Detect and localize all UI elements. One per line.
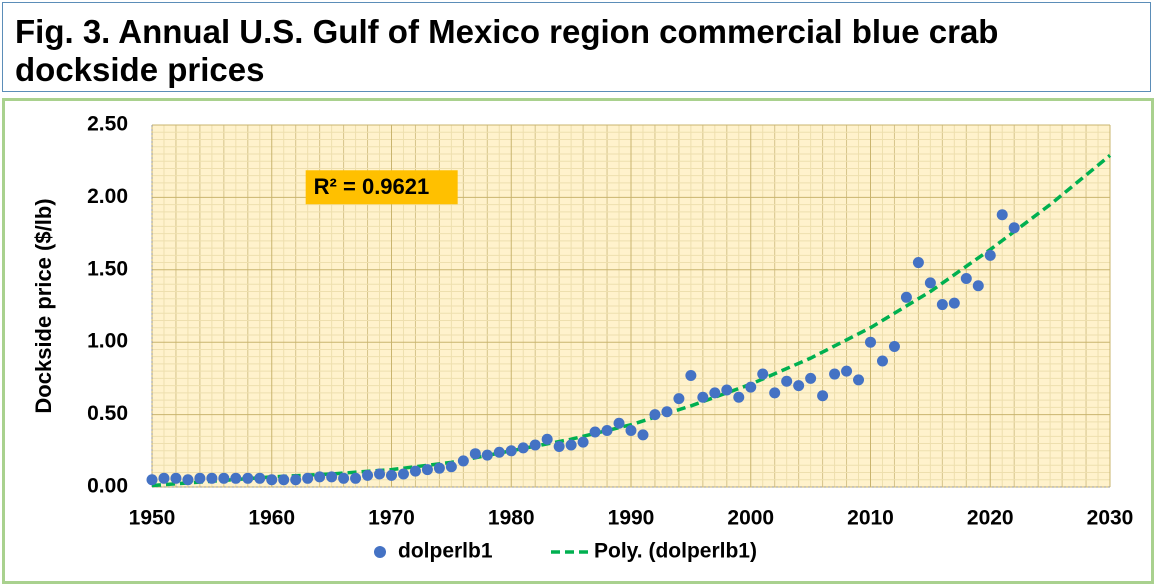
data-point [709, 387, 721, 399]
data-point [841, 365, 853, 377]
x-tick-label: 1970 [368, 507, 415, 530]
data-point [912, 257, 924, 269]
y-tick-label: 2.50 [87, 113, 128, 136]
data-point [529, 439, 541, 451]
data-point [362, 469, 374, 481]
data-point [721, 384, 733, 396]
data-point [948, 297, 960, 309]
data-point [601, 425, 613, 437]
x-tick-label: 2010 [847, 507, 894, 530]
data-point [685, 370, 697, 382]
data-point [876, 355, 888, 367]
x-tick-label: 2030 [1087, 507, 1134, 530]
data-point [481, 449, 493, 461]
x-tick-label: 1980 [488, 507, 535, 530]
data-point [397, 468, 409, 480]
data-point [218, 472, 230, 484]
data-point [326, 471, 338, 483]
data-point [409, 465, 421, 477]
data-point [865, 336, 876, 348]
data-point [350, 472, 362, 484]
data-point [613, 417, 625, 429]
data-point [805, 372, 817, 384]
data-point [960, 272, 972, 284]
data-point [888, 341, 900, 353]
data-point [996, 209, 1008, 221]
data-point [278, 474, 290, 486]
data-point [625, 425, 637, 437]
data-point [661, 406, 673, 418]
legend-label: dolperlb1 [398, 540, 493, 563]
data-point [769, 387, 781, 399]
data-point [493, 446, 505, 458]
data-point [158, 472, 170, 484]
x-tick-label: 1950 [129, 507, 176, 530]
data-point [254, 472, 266, 484]
x-tick-label: 1990 [608, 507, 655, 530]
data-point [589, 426, 601, 438]
data-point [1008, 222, 1020, 234]
data-point [386, 469, 397, 481]
data-point [972, 280, 984, 292]
data-point [170, 472, 182, 484]
data-point [338, 472, 350, 484]
data-point [206, 472, 218, 484]
data-point [565, 439, 577, 451]
data-point [577, 436, 589, 448]
data-point [984, 249, 996, 261]
data-point [517, 442, 529, 454]
data-point [230, 472, 242, 484]
data-point [242, 472, 254, 484]
data-point [182, 474, 194, 486]
data-point [457, 455, 469, 467]
data-point [649, 409, 661, 421]
data-point [505, 445, 517, 457]
x-tick-label: 1960 [248, 507, 295, 530]
legend-marker [374, 546, 386, 558]
data-point [757, 368, 769, 380]
data-point [433, 462, 445, 474]
data-point [673, 393, 685, 405]
data-point [194, 472, 206, 484]
data-point [745, 381, 757, 393]
annotation-box [305, 170, 458, 205]
data-point [541, 433, 553, 445]
data-point [266, 474, 278, 486]
data-point [936, 299, 948, 311]
data-point [445, 461, 457, 473]
x-tick-label: 2020 [967, 507, 1014, 530]
y-axis-label: Dockside price ($/lb) [31, 198, 56, 413]
data-point [290, 474, 302, 486]
data-point [469, 448, 481, 460]
data-point [781, 375, 793, 387]
data-point [793, 380, 805, 392]
legend-label: Poly. (dolperlb1) [594, 540, 757, 563]
data-point [924, 277, 936, 289]
data-point [733, 391, 745, 403]
data-point [817, 390, 829, 402]
data-point [829, 368, 841, 380]
x-tick-label: 2000 [727, 507, 774, 530]
data-point [853, 374, 865, 386]
y-tick-label: 1.00 [87, 330, 128, 353]
data-point [302, 472, 314, 484]
data-point [421, 464, 433, 476]
data-point [374, 468, 386, 480]
data-point [314, 471, 326, 483]
y-tick-label: 1.50 [87, 257, 128, 280]
data-point [900, 291, 912, 303]
annotation: R² = 0.9621 [314, 174, 430, 199]
chart-title: Fig. 3. Annual U.S. Gulf of Mexico regio… [2, 2, 1151, 92]
chart-frame [2, 98, 1154, 584]
data-point [553, 440, 565, 452]
y-tick-label: 0.50 [87, 402, 128, 425]
y-tick-label: 2.00 [87, 185, 128, 208]
y-tick-label: 0.00 [87, 475, 128, 498]
data-point [697, 391, 709, 403]
data-point [146, 474, 158, 486]
data-point [637, 429, 649, 441]
